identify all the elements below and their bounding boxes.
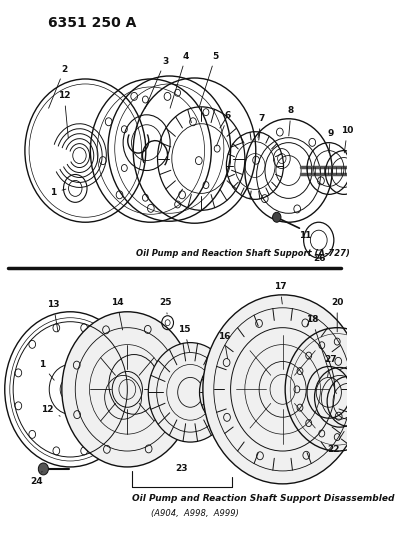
Text: 25: 25 <box>159 298 171 314</box>
Text: 7: 7 <box>258 114 265 138</box>
Text: 2: 2 <box>49 64 68 108</box>
Circle shape <box>148 343 232 442</box>
Text: 8: 8 <box>288 106 294 136</box>
Text: 1: 1 <box>39 360 54 380</box>
Text: 17: 17 <box>274 282 286 304</box>
Text: 4: 4 <box>170 52 189 108</box>
Text: 12: 12 <box>41 405 60 416</box>
Text: 19: 19 <box>0 532 1 533</box>
Text: 3: 3 <box>145 56 168 108</box>
Text: 5: 5 <box>199 52 219 106</box>
Text: 15: 15 <box>178 325 191 352</box>
Text: 24: 24 <box>30 471 43 487</box>
Circle shape <box>273 212 281 222</box>
Text: 10: 10 <box>341 126 353 153</box>
Text: 20: 20 <box>331 298 343 332</box>
Text: 6: 6 <box>216 111 231 146</box>
Text: Oil Pump and Reaction Shaft Support (A-727): Oil Pump and Reaction Shaft Support (A-7… <box>136 248 350 257</box>
Text: 26: 26 <box>314 254 326 263</box>
Text: 22: 22 <box>327 432 344 454</box>
Text: (A904,  A998,  A999): (A904, A998, A999) <box>151 509 239 518</box>
Text: 6351 250 A: 6351 250 A <box>47 17 136 30</box>
Text: 21: 21 <box>0 532 1 533</box>
Circle shape <box>62 312 193 467</box>
Text: 1: 1 <box>50 188 66 197</box>
Text: 27: 27 <box>324 355 337 377</box>
Circle shape <box>199 359 257 426</box>
Circle shape <box>203 295 363 484</box>
Text: 12: 12 <box>58 91 70 138</box>
Circle shape <box>38 463 48 475</box>
Circle shape <box>360 368 370 381</box>
Text: 11: 11 <box>300 231 312 240</box>
Text: 14: 14 <box>111 298 124 330</box>
Text: 9: 9 <box>327 129 334 153</box>
Text: 18: 18 <box>306 315 336 394</box>
Text: 13: 13 <box>47 300 60 332</box>
Text: 16: 16 <box>218 332 230 359</box>
Text: 23: 23 <box>176 464 188 473</box>
Text: Oil Pump and Reaction Shaft Support Disassembled: Oil Pump and Reaction Shaft Support Disa… <box>131 494 394 503</box>
